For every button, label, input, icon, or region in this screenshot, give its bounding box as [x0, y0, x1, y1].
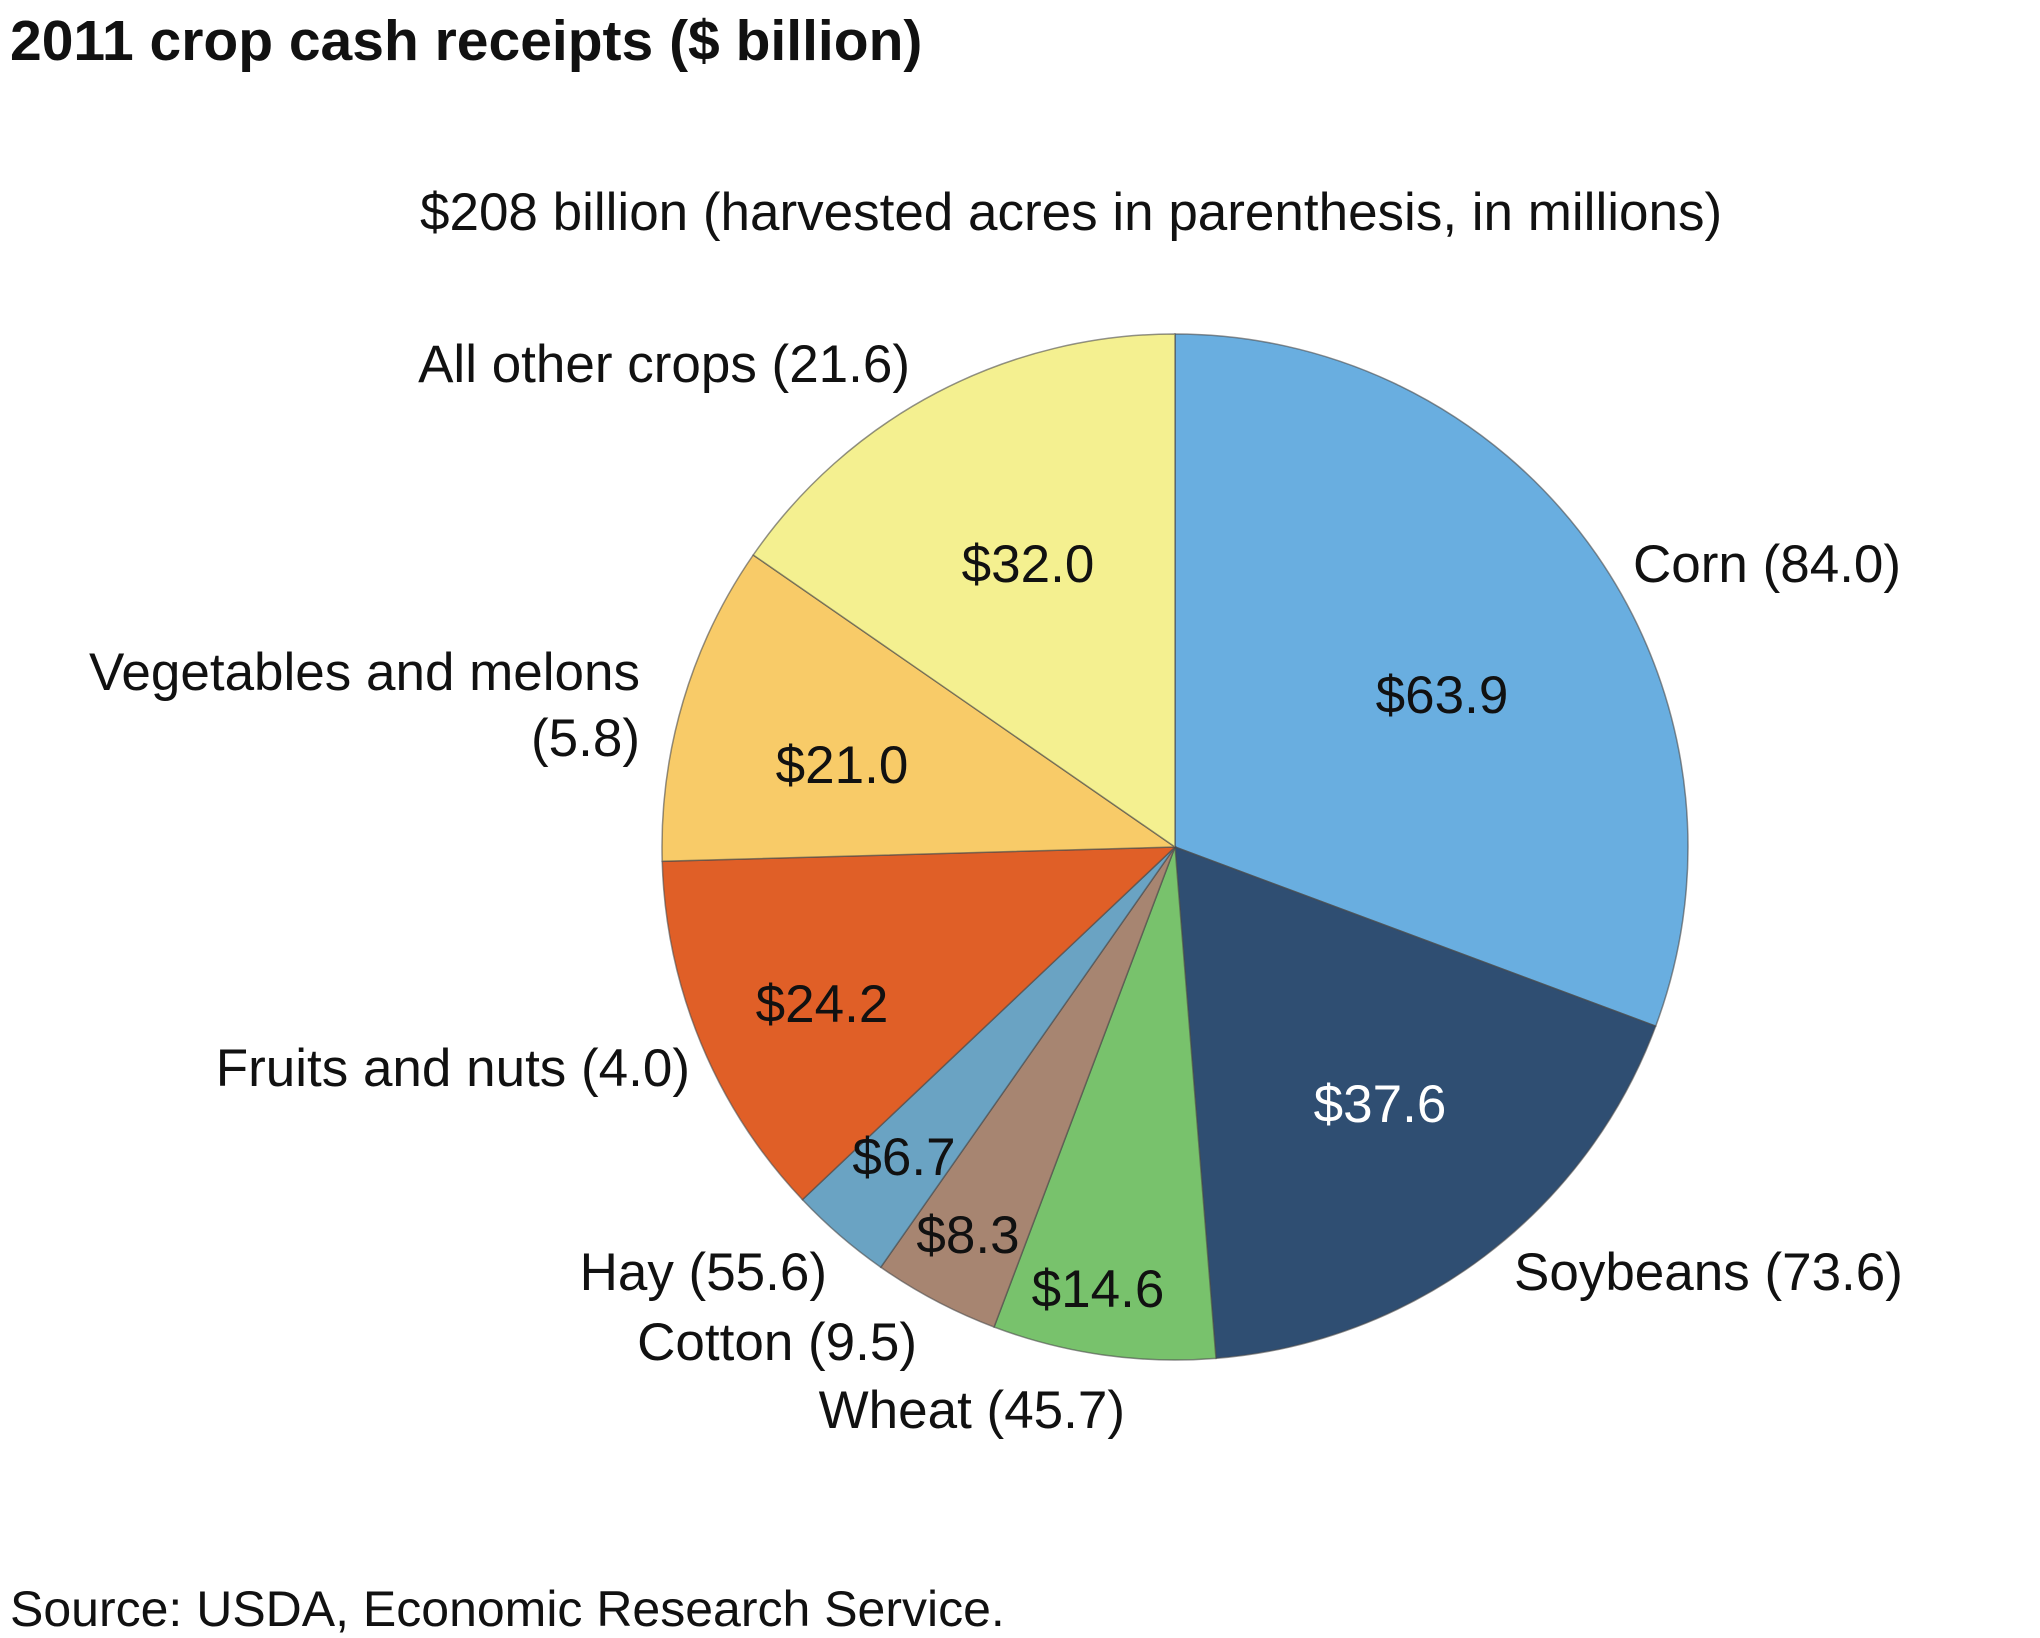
value-label-corn: $63.9 — [1376, 666, 1509, 725]
value-label-wheat: $14.6 — [1032, 1260, 1165, 1319]
category-label-cotton: Cotton (9.5) — [637, 1313, 917, 1372]
category-label-corn: Corn (84.0) — [1633, 535, 1901, 594]
chart-title: 2011 crop cash receipts ($ billion) — [10, 9, 923, 73]
pie-slice-fruits-and-nuts — [661, 846, 1177, 1201]
value-label-fruits-and-nuts: $24.2 — [756, 975, 889, 1034]
pie-slice-soybeans — [1174, 845, 1657, 1360]
category-label-line: Cotton (9.5) — [637, 1313, 917, 1372]
value-label-soybeans: $37.6 — [1314, 1075, 1447, 1134]
value-label-vegetables-and-melons: $21.0 — [776, 736, 909, 795]
pie-slice-vegetables-and-melons — [661, 553, 1178, 863]
pie-slice-corn — [1174, 333, 1689, 1028]
category-label-line: Soybeans (73.6) — [1514, 1243, 1903, 1302]
pie-slice-all-other-crops — [752, 333, 1176, 849]
category-label-line: Vegetables and melons — [89, 643, 640, 702]
value-label-all-other-crops: $32.0 — [962, 535, 1095, 594]
category-label-line: Corn (84.0) — [1633, 535, 1901, 594]
value-label-cotton: $8.3 — [916, 1206, 1019, 1265]
category-label-hay: Hay (55.6) — [580, 1243, 827, 1302]
pie-slice-wheat — [993, 846, 1217, 1361]
value-label-hay: $6.7 — [852, 1128, 955, 1187]
category-label-all-other-crops: All other crops (21.6) — [418, 335, 910, 394]
category-label-soybeans: Soybeans (73.6) — [1514, 1243, 1903, 1302]
category-label-line: (5.8) — [531, 709, 640, 768]
chart-subtitle: $208 billion (harvested acres in parenth… — [420, 183, 1723, 242]
category-label-line: Wheat (45.7) — [819, 1381, 1125, 1440]
category-label-line: Fruits and nuts (4.0) — [216, 1039, 690, 1098]
category-label-wheat: Wheat (45.7) — [819, 1381, 1125, 1440]
category-label-line: Hay (55.6) — [580, 1243, 827, 1302]
category-label-line: All other crops (21.6) — [418, 335, 910, 394]
category-label-vegetables-and-melons: Vegetables and melons (5.8) — [89, 643, 640, 768]
source-note: Source: USDA, Economic Research Service. — [10, 1581, 1005, 1637]
category-label-fruits-and-nuts: Fruits and nuts (4.0) — [216, 1039, 690, 1098]
